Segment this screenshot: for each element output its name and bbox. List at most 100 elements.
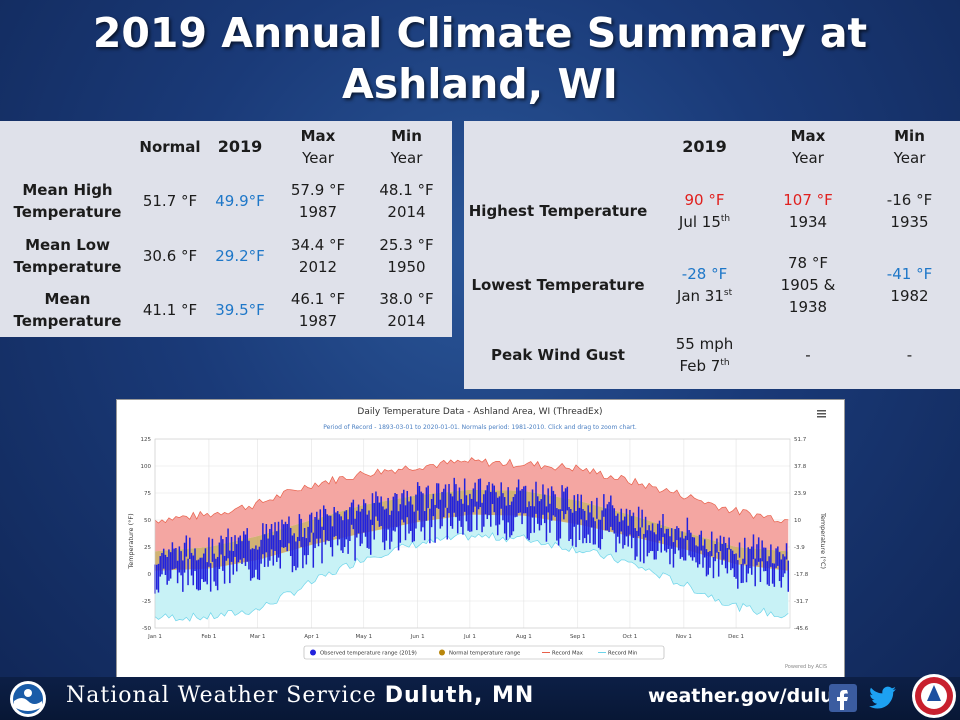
observed-range-bar [451,496,454,529]
observed-range-bar [176,560,179,584]
observed-range-bar [369,519,372,555]
observed-range-bar [255,545,257,570]
y-tick-label: 50 [144,518,151,524]
observed-range-bar [284,521,287,548]
x-tick-label: Jan 1 [147,634,162,640]
observed-range-bar [740,564,743,584]
observed-range-bar [596,497,598,519]
y-tick-label: -50 [142,626,151,632]
observed-range-bar [630,516,633,549]
observed-range-bar [371,493,374,526]
observed-range-bar [688,530,690,556]
hamburger-menu-icon[interactable] [817,410,826,418]
observed-range-bar [363,499,365,533]
legend-label: Record Max [552,651,583,657]
observed-range-bar [677,528,680,551]
record-min-line [154,532,789,622]
max-value: - [805,346,811,364]
observed-range-bar [517,479,520,514]
observed-range-bar [683,538,685,561]
y-tick-label-right: -45.6 [794,626,809,632]
observed-range-bar [378,502,381,527]
observed-range-bar [390,510,393,542]
observed-range-bar [484,490,487,515]
observed-range-bar [540,499,542,526]
observed-range-bar [714,544,716,562]
observed-range-bar [498,496,501,525]
observed-range-bar [770,544,772,567]
observed-range-bar [270,523,273,550]
observed-range-bar [549,503,551,533]
observed-range-bar [289,528,292,557]
observed-range-bar [784,556,786,574]
observed-range-bar [503,497,506,534]
observed-range-bar [778,552,781,582]
observed-range-bar [681,531,683,558]
monthly-means-table: Normal 2019 Max Year Min Year Mean High Tem… [0,121,452,337]
y-tick-label: 125 [141,437,152,443]
observed-range-bar [667,528,669,549]
observed-range-bar [305,538,308,565]
observed-range-bar [759,558,762,582]
observed-range-bar [644,516,647,538]
observed-range-bar [215,558,217,586]
observed-range-bar [643,533,645,564]
observed-range-bar [251,548,254,579]
chart-legend: Observed temperature range (2019) Normal … [303,645,665,660]
observed-range-bar [622,520,624,549]
observed-range-bar [470,498,473,532]
observed-range-bar [392,496,395,531]
observed-range-bar [211,538,214,562]
observed-range-bar [623,516,626,546]
observed-range-bar [597,519,600,548]
observed-range-bar [550,486,553,521]
observed-range-bar [493,485,495,513]
observed-range-bar [648,525,650,553]
observed-range-bar [389,514,391,550]
legend-label: Observed temperature range (2019) [320,651,417,657]
observed-range-bar [288,516,290,544]
observed-range-bar [691,537,694,561]
observed-range-bar [547,488,549,513]
legend-symbol [439,649,445,656]
table-row: Mean Low Temperature 30.6 °F 29.2°F 34.4 … [0,228,452,283]
observed-range-bar [437,483,440,509]
observed-range-bar [674,528,676,554]
temperature-chart[interactable]: Daily Temperature Data - Ashland Area, W… [116,399,845,679]
observed-range-bar [286,523,288,552]
observed-range-bar [180,551,182,576]
observed-range-bar [731,550,734,569]
y-tick-label-right: 51.7 [794,437,807,443]
legend-box [303,645,665,660]
record-max-area [155,457,789,552]
observed-range-bar [500,482,502,509]
observed-range-bar [467,505,469,531]
max-value: 107 °F 1934 [783,191,833,231]
observed-range-bar [373,502,375,540]
observed-range-bar [617,513,619,537]
min-value: 48.1 °F 2014 [379,180,434,221]
observed-range-bar [737,560,739,589]
y-tick-label-right: 23.9 [794,491,807,497]
table-row: Peak Wind Gust 55 mph Feb 7th - - [464,321,960,389]
observed-range-bar [248,540,250,570]
x-tick-label: Oct 1 [623,634,638,640]
twitter-icon[interactable] [866,684,898,712]
observed-range-bar [763,547,765,572]
observed-range-bar [524,485,527,514]
observed-range-bar [192,555,195,586]
observed-range-bar [665,528,668,553]
facebook-icon[interactable] [829,684,857,712]
observed-range-bar [526,507,529,539]
observed-range-bar [237,537,240,563]
observed-range-bar [204,548,207,582]
observed-range-bar [357,504,360,534]
x-tick-label: Aug 1 [516,634,532,640]
observed-range-bar [223,555,226,584]
x-tick-label: Nov 1 [676,634,692,640]
observed-range-bar [277,521,280,558]
observed-range-bar [646,530,649,557]
observed-range-bar [436,483,438,508]
observed-range-bar [456,500,459,534]
footer-url[interactable]: weather.gov/duluth [648,685,857,707]
